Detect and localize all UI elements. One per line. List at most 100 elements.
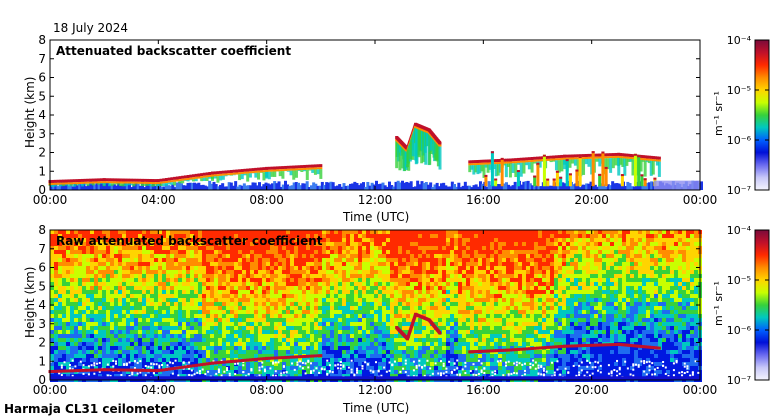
raw-cell bbox=[442, 266, 446, 270]
raw-cell bbox=[66, 278, 70, 282]
raw-cell bbox=[206, 334, 210, 338]
raw-cell bbox=[158, 230, 162, 234]
raw-cell bbox=[302, 306, 306, 310]
raw-cell bbox=[198, 338, 202, 342]
raw-cell bbox=[318, 266, 322, 270]
raw-cell bbox=[74, 338, 78, 342]
raw-cell bbox=[346, 254, 350, 258]
feature-cell bbox=[504, 161, 508, 164]
raw-cell bbox=[406, 350, 410, 354]
raw-cell bbox=[294, 234, 298, 238]
raw-cell bbox=[418, 278, 422, 282]
raw-cell bbox=[414, 310, 418, 314]
raw-cell bbox=[226, 358, 230, 362]
feature-cell bbox=[519, 162, 523, 177]
ground-noise-cell bbox=[591, 183, 595, 190]
raw-cell bbox=[114, 318, 118, 322]
raw-cell bbox=[298, 318, 302, 322]
raw-cell bbox=[58, 330, 62, 334]
raw-cell bbox=[382, 254, 386, 258]
raw-cell bbox=[426, 302, 430, 306]
feature-cell bbox=[83, 183, 87, 185]
raw-cell bbox=[110, 370, 114, 374]
raw-cell bbox=[386, 358, 390, 362]
raw-cell bbox=[158, 294, 162, 298]
raw-cell bbox=[306, 286, 310, 290]
feature-cell bbox=[319, 167, 323, 170]
raw-cell bbox=[118, 234, 122, 238]
raw-cell bbox=[310, 234, 314, 238]
feature-cell bbox=[311, 167, 315, 170]
raw-cell bbox=[438, 278, 442, 282]
raw-cell bbox=[406, 286, 410, 290]
raw-cell bbox=[322, 230, 326, 234]
raw-cell bbox=[186, 322, 190, 326]
raw-cell bbox=[318, 242, 322, 246]
raw-cell bbox=[426, 294, 430, 298]
raw-cell bbox=[286, 290, 290, 294]
raw-cell bbox=[202, 258, 206, 262]
raw-cell bbox=[358, 318, 362, 322]
raw-cell bbox=[126, 342, 130, 346]
ground-noise-cell bbox=[515, 184, 519, 190]
raw-cell bbox=[290, 234, 294, 238]
raw-cell bbox=[102, 230, 106, 234]
raw-cell bbox=[262, 266, 266, 270]
raw-cell bbox=[66, 314, 70, 318]
raw-cell bbox=[350, 314, 354, 318]
raw-cell bbox=[246, 270, 250, 274]
raw-cell bbox=[362, 238, 366, 242]
raw-cell bbox=[178, 306, 182, 310]
ground-noise-cell bbox=[583, 184, 586, 190]
feature-cell bbox=[609, 158, 613, 173]
feature-cell bbox=[563, 154, 567, 158]
feature-cell bbox=[292, 165, 296, 169]
raw-cell bbox=[102, 322, 106, 326]
raw-cell bbox=[242, 298, 246, 302]
feature-cell bbox=[438, 141, 442, 145]
raw-cell bbox=[82, 346, 86, 350]
raw-cell bbox=[262, 246, 266, 250]
raw-cell bbox=[314, 286, 318, 290]
raw-cell bbox=[378, 238, 382, 242]
raw-cell bbox=[70, 342, 74, 346]
ground-noise-cell bbox=[188, 182, 192, 190]
raw-cell bbox=[166, 346, 170, 350]
raw-cell bbox=[298, 274, 302, 278]
feature-cell bbox=[625, 153, 629, 157]
raw-cell bbox=[82, 366, 86, 370]
raw-cell bbox=[366, 318, 370, 322]
feature-cell bbox=[482, 159, 486, 163]
feature-cell bbox=[240, 169, 244, 173]
raw-cell bbox=[330, 278, 334, 282]
raw-cell bbox=[182, 246, 186, 250]
raw-cell bbox=[74, 326, 78, 330]
raw-cell bbox=[122, 302, 126, 306]
raw-cell bbox=[122, 278, 126, 282]
raw-cell bbox=[134, 350, 138, 354]
raw-cell bbox=[114, 282, 118, 286]
raw-cell bbox=[258, 266, 262, 270]
raw-cell bbox=[338, 246, 342, 250]
feature-cell bbox=[284, 165, 288, 169]
raw-cell bbox=[98, 274, 102, 278]
raw-cell bbox=[214, 350, 218, 354]
raw-cell bbox=[218, 358, 222, 362]
raw-cell bbox=[274, 258, 278, 262]
raw-cell bbox=[154, 278, 158, 282]
raw-cell bbox=[282, 274, 286, 278]
raw-cell bbox=[430, 354, 434, 358]
ground-noise-cell bbox=[214, 184, 218, 190]
ground-noise-cell bbox=[535, 185, 539, 190]
raw-cell bbox=[278, 322, 282, 326]
raw-cell bbox=[122, 294, 126, 298]
plume-cell bbox=[494, 178, 498, 181]
ground-noise-cell bbox=[459, 187, 463, 190]
raw-cell bbox=[322, 358, 326, 362]
raw-cell bbox=[390, 274, 394, 278]
ground-noise-cell bbox=[435, 182, 439, 190]
raw-cell bbox=[302, 270, 306, 274]
feature-cell bbox=[97, 183, 101, 185]
raw-cell bbox=[286, 370, 290, 374]
feature-cell bbox=[629, 154, 633, 157]
